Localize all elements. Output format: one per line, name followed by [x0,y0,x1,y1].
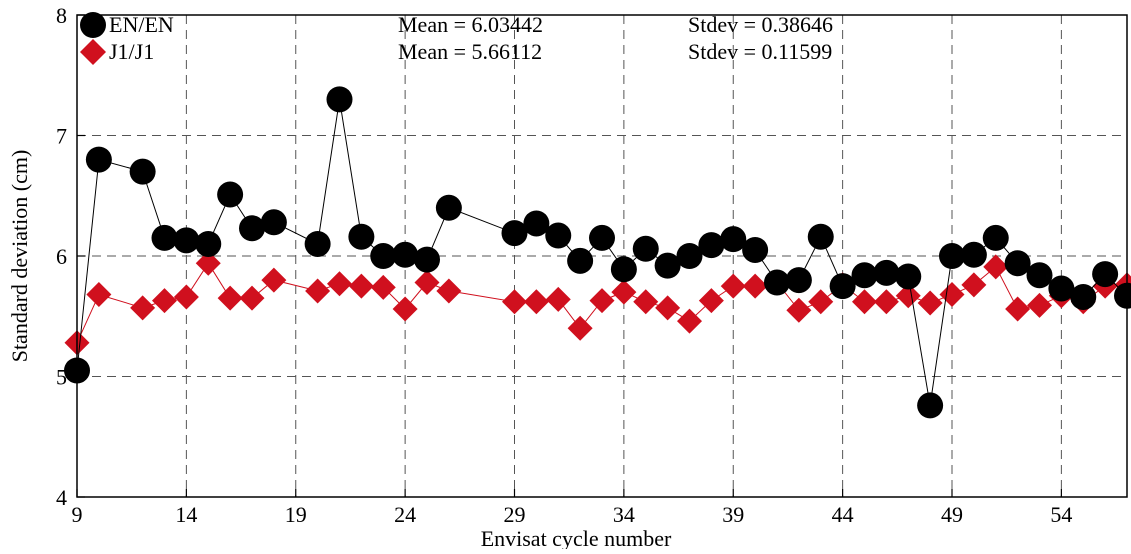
data-point-en-en [217,182,243,208]
x-tick-label: 14 [175,502,197,527]
data-point-j1-j1 [524,289,549,314]
data-point-j1-j1 [808,289,833,314]
data-point-en-en [633,236,659,262]
data-point-en-en [589,225,615,251]
data-point-en-en [852,262,878,288]
plot-series [64,86,1131,418]
legend: EN/EN J1/J1 [80,12,174,65]
data-point-j1-j1 [743,274,768,299]
data-point-en-en [698,232,724,258]
data-point-en-en [895,263,921,289]
data-point-j1-j1 [918,290,943,315]
data-point-j1-j1 [415,270,440,295]
data-point-j1-j1 [590,288,615,313]
x-tick-label: 9 [72,502,83,527]
data-point-j1-j1 [502,289,527,314]
data-point-j1-j1 [786,298,811,323]
data-point-en-en [567,248,593,274]
data-point-en-en [261,209,287,235]
legend-label-j1-j1: J1/J1 [109,39,154,64]
data-point-en-en [305,231,331,257]
data-point-j1-j1 [327,271,352,296]
data-point-en-en [392,242,418,268]
y-tick-label: 5 [56,365,67,390]
data-point-en-en [961,242,987,268]
data-point-en-en [545,223,571,249]
y-tick-label: 6 [56,244,67,269]
data-point-j1-j1 [940,282,965,307]
x-tick-label: 34 [613,502,635,527]
data-point-en-en [786,267,812,293]
data-point-en-en [130,159,156,185]
statistics-annotation: Mean = 6.03442 Stdev = 0.38646 Mean = 5.… [398,12,833,64]
data-point-j1-j1 [546,287,571,312]
data-point-j1-j1 [655,295,680,320]
data-point-j1-j1 [218,286,243,311]
data-point-en-en [1005,250,1031,276]
data-point-en-en [239,215,265,241]
data-point-en-en [764,270,790,296]
data-point-en-en [983,225,1009,251]
data-point-en-en [436,195,462,221]
data-point-en-en [611,256,637,282]
data-point-j1-j1 [961,272,986,297]
data-point-j1-j1 [1027,293,1052,318]
data-point-en-en [86,147,112,173]
data-point-j1-j1 [852,289,877,314]
data-point-en-en [917,392,943,418]
data-point-en-en [195,231,221,257]
x-tick-label: 29 [504,502,526,527]
y-tick-label: 7 [56,124,67,149]
data-point-j1-j1 [1005,297,1030,322]
data-point-j1-j1 [633,289,658,314]
data-point-j1-j1 [130,295,155,320]
data-point-j1-j1 [240,286,265,311]
stdev-label-j1-j1: Stdev = 0.11599 [688,39,832,64]
data-point-en-en [523,210,549,236]
data-point-en-en [1070,284,1096,310]
data-point-j1-j1 [568,316,593,341]
y-tick-label: 4 [56,485,67,510]
data-point-en-en [414,247,440,273]
data-point-en-en [873,260,899,286]
y-axis-title: Standard deviation (cm) [7,150,32,363]
data-point-en-en [348,224,374,250]
data-point-en-en [327,86,353,112]
data-point-en-en [152,225,178,251]
data-point-j1-j1 [611,280,636,305]
data-point-j1-j1 [349,274,374,299]
x-axis-title: Envisat cycle number [481,526,672,549]
x-tick-label: 19 [285,502,307,527]
data-point-j1-j1 [305,278,330,303]
data-point-j1-j1 [983,254,1008,279]
data-point-j1-j1 [721,274,746,299]
data-point-en-en [1092,261,1118,287]
data-point-j1-j1 [152,288,177,313]
data-point-j1-j1 [174,284,199,309]
data-point-en-en [1027,262,1053,288]
legend-label-en-en: EN/EN [109,12,174,37]
x-tick-label: 24 [394,502,416,527]
mean-label-j1-j1: Mean = 5.66112 [398,39,542,64]
stdev-label-en-en: Stdev = 0.38646 [688,12,833,37]
x-tick-label: 54 [1050,502,1072,527]
data-point-en-en [173,227,199,253]
data-point-j1-j1 [874,289,899,314]
x-tick-label: 39 [722,502,744,527]
legend-marker-j1-j1 [80,39,106,65]
data-point-en-en [808,224,834,250]
data-point-j1-j1 [86,282,111,307]
data-point-j1-j1 [261,268,286,293]
data-point-j1-j1 [436,278,461,303]
data-point-en-en [742,237,768,263]
y-tick-label: 8 [56,3,67,28]
x-tick-label: 49 [941,502,963,527]
x-tick-label: 44 [832,502,854,527]
mean-label-en-en: Mean = 6.03442 [398,12,543,37]
legend-marker-en-en [80,12,106,38]
